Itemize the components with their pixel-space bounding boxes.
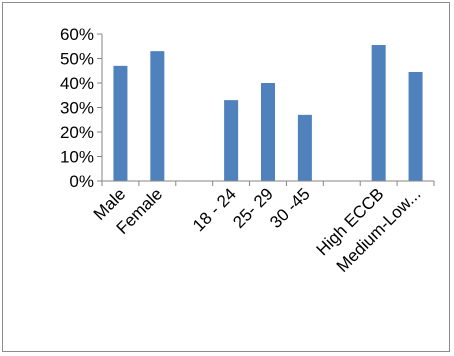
y-tick-label: 30% [60, 99, 94, 118]
bars [113, 45, 423, 182]
bar-male [113, 65, 128, 181]
y-tick-label: 20% [60, 123, 94, 142]
y-axis-ticks [97, 33, 102, 182]
bar-medium-low [408, 71, 423, 181]
y-tick-label: 0% [69, 172, 94, 191]
bar-25-29 [261, 83, 275, 181]
y-tick-label: 60% [60, 25, 94, 44]
y-tick-label: 10% [60, 148, 94, 167]
bar-30-45 [297, 114, 312, 181]
x-axis-ticks [101, 181, 435, 186]
bar-18-24 [224, 100, 239, 181]
bar-female [150, 51, 165, 182]
x-category-label: 18 - 24 [189, 184, 240, 235]
y-tick-label: 50% [60, 50, 94, 69]
bar-high-eccb [371, 45, 386, 182]
x-category-label: 30 -45 [266, 184, 314, 232]
y-tick-label: 40% [60, 74, 94, 93]
chart-frame: 0% 10% 20% 30% 40% 50% 60% Male Female 18 - 24 25… [2, 2, 450, 352]
x-category-label: 25- 29 [229, 184, 277, 232]
y-axis-tick-labels: 0% 10% 20% 30% 40% 50% 60% [60, 25, 94, 191]
